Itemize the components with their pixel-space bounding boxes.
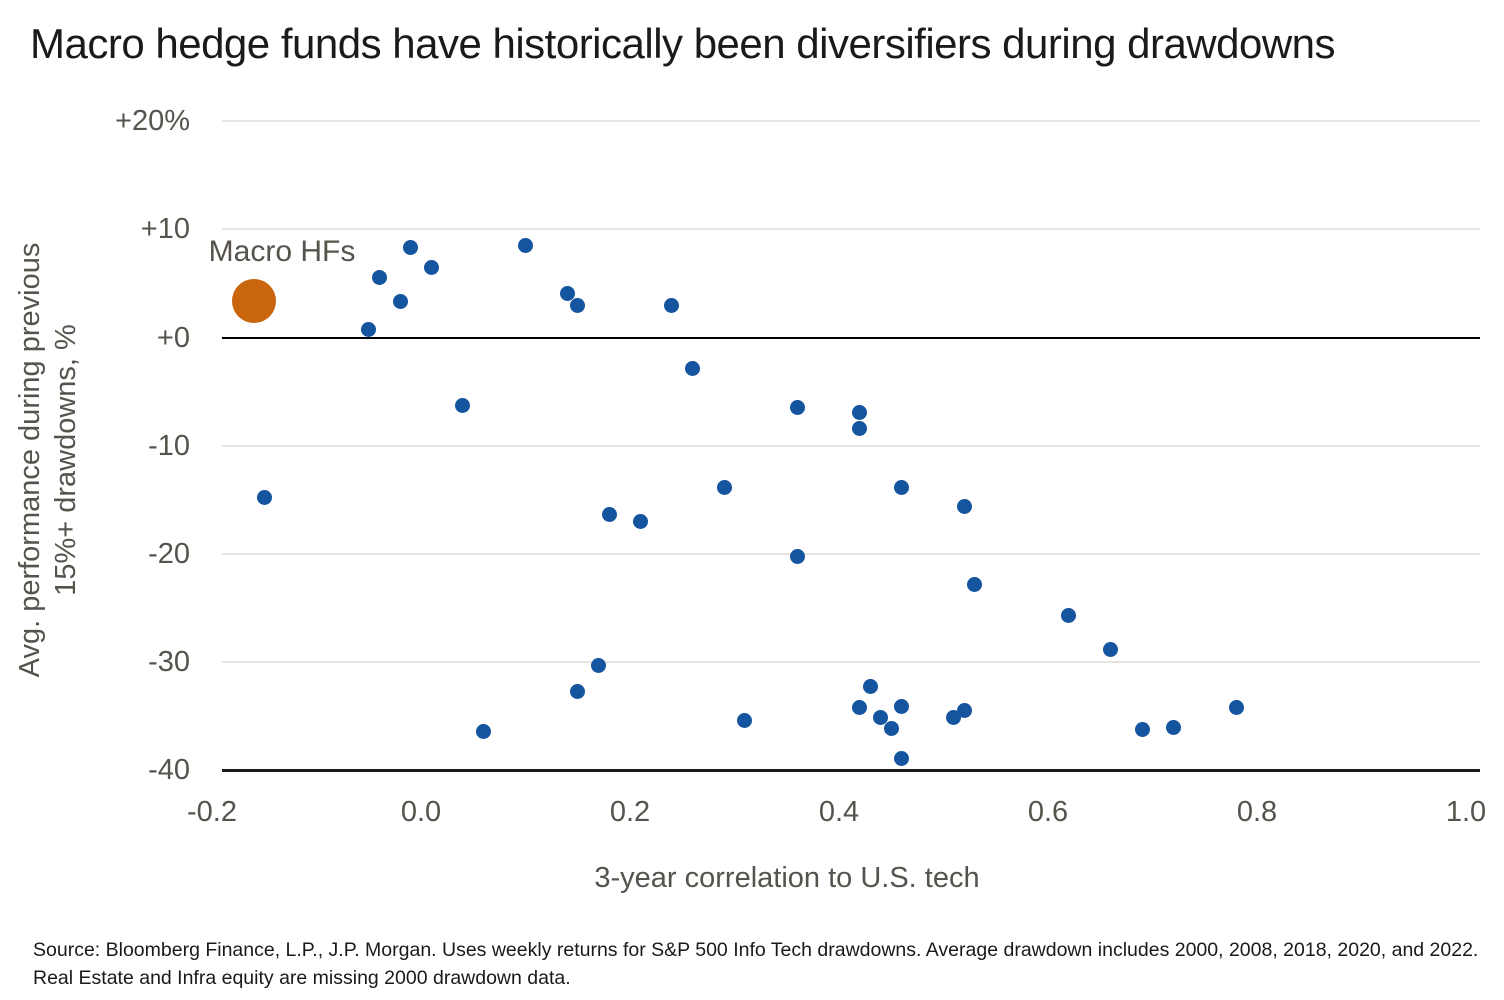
scatter-point — [591, 657, 607, 673]
source-note-line1: Source: Bloomberg Finance, L.P., J.P. Mo… — [33, 939, 1479, 961]
scatter-point — [852, 420, 868, 436]
gridline-y-20 — [222, 120, 1480, 123]
y-tick-label: +10 — [140, 213, 190, 246]
scatter-point — [1103, 641, 1119, 657]
scatter-point — [894, 750, 910, 766]
scatter-point — [956, 498, 972, 514]
scatter-point — [789, 548, 805, 564]
scatter-point — [570, 297, 586, 313]
scatter-point — [371, 270, 387, 286]
scatter-point — [455, 398, 471, 414]
scatter-point — [423, 259, 439, 275]
x-axis-title: 3-year correlation to U.S. tech — [594, 862, 980, 894]
scatter-point — [873, 709, 889, 725]
scatter-point — [862, 679, 878, 695]
x-tick-label: -0.2 — [187, 796, 237, 828]
gridline-y--10 — [222, 444, 1480, 447]
scatter-point — [361, 322, 377, 338]
scatter-point — [392, 294, 408, 310]
chart-title: Macro hedge funds have historically been… — [30, 20, 1336, 67]
y-tick-label: -40 — [148, 754, 190, 787]
gridline-y-10 — [222, 228, 1480, 231]
scatter-point — [789, 400, 805, 416]
scatter-point — [518, 238, 533, 254]
scatter-point — [403, 240, 419, 256]
plot-area — [222, 120, 1480, 773]
x-tick-label: 0.2 — [609, 796, 651, 828]
scatter-point — [632, 513, 648, 529]
scatter-point — [737, 713, 753, 729]
scatter-point — [716, 480, 732, 496]
scatter-point — [601, 507, 617, 523]
gridline-y--30 — [222, 661, 1480, 664]
scatter-point — [1228, 700, 1244, 716]
x-tick-label: 0.0 — [400, 796, 442, 828]
scatter-point — [883, 720, 899, 736]
y-tick-label: -10 — [148, 429, 190, 462]
y-tick-label: -30 — [148, 646, 190, 679]
macro-hfs-annotation: Macro HFs — [208, 235, 356, 268]
source-note-line2: Real Estate and Infra equity are missing… — [33, 967, 571, 989]
gridline-y--40 — [222, 769, 1480, 773]
x-tick-label: 0.4 — [818, 796, 860, 828]
scatter-point — [256, 490, 272, 506]
x-tick-label: 1.0 — [1445, 796, 1487, 828]
gridline-y-0 — [222, 336, 1480, 339]
scatter-point — [1134, 721, 1150, 737]
scatter-point — [685, 361, 701, 377]
scatter-point — [1165, 719, 1181, 735]
scatter-point — [476, 723, 492, 739]
scatter-point — [956, 703, 972, 719]
macro-hfs-point — [231, 278, 276, 323]
x-tick-label: 0.6 — [1027, 796, 1069, 828]
scatter-point — [852, 700, 868, 716]
scatter-point — [967, 576, 983, 592]
scatter-point — [894, 480, 910, 496]
gridline-y--20 — [222, 552, 1480, 555]
y-tick-label: -20 — [148, 537, 190, 570]
x-tick-label: 0.8 — [1236, 796, 1278, 828]
scatter-point — [894, 698, 910, 714]
source-note: Source: Bloomberg Finance, L.P., J.P. Mo… — [33, 936, 1478, 992]
y-tick-label: +0 — [156, 321, 190, 354]
y-tick-label: +20% — [115, 105, 190, 138]
scatter-point — [852, 404, 868, 420]
scatter-point — [570, 683, 586, 699]
scatter-point — [1061, 608, 1077, 624]
scatter-point — [559, 285, 575, 301]
scatter-point — [664, 297, 680, 313]
